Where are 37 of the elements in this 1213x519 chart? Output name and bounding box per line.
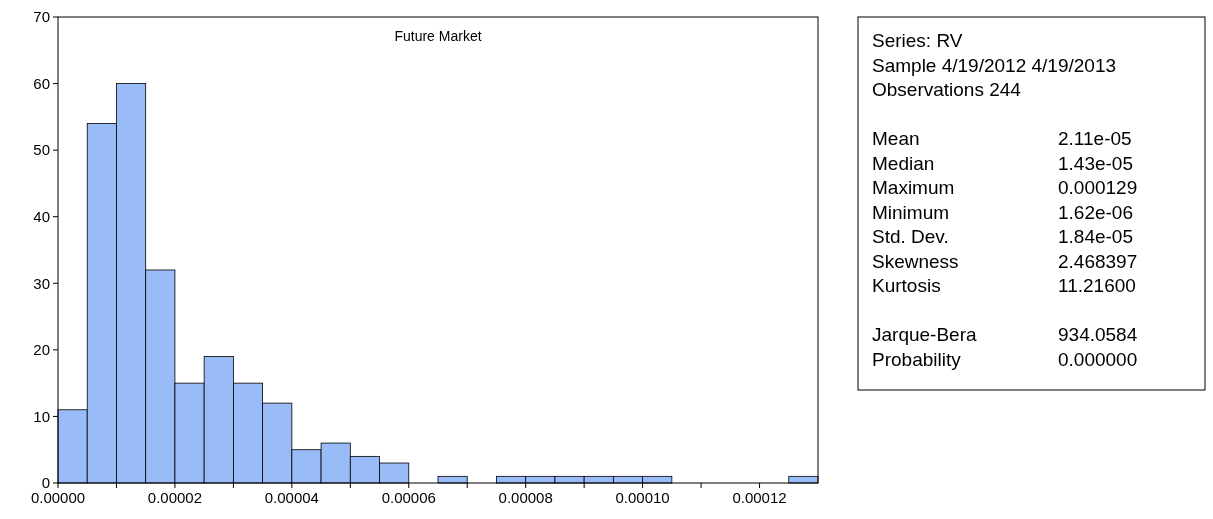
category-label: Kurtosis [872,275,941,296]
category-label: Maximum [872,177,955,198]
text: 934.0584 [1058,324,1138,345]
x-tick-label: 0.00002 [147,489,203,506]
y-tick-label: 40 [33,207,50,225]
category-label: Jarque-Bera [872,324,977,345]
category-label: Median [872,152,935,174]
category-label: Std. Dev. [872,226,949,247]
text: 0.000000 [1058,348,1138,370]
text: Sample 4/19/2012 4/19/2013 [872,54,1117,76]
category-label: Skewness [872,250,959,272]
x-tick-label: 0.00000 [30,489,86,506]
y-tick-label: 30 [33,274,50,292]
text: 1.84e-05 [1058,226,1134,247]
text: 2.11e-05 [1058,128,1132,149]
y-tick-label: 70 [33,8,50,26]
x-tick-label: 0.00010 [615,489,670,506]
category-label: Mean [872,128,920,149]
text: 2.468397 [1058,250,1138,272]
y-tick-label: 50 [33,141,50,159]
category-label: Probability [872,348,962,370]
y-tick-label: 0 [41,474,50,492]
y-tick-label: 10 [33,407,50,425]
x-tick-label: 0.00012 [732,489,787,506]
text: Series: RV [872,30,963,51]
text: Observations 244 [872,79,1022,100]
text: 1.43e-05 [1058,152,1134,174]
text: 11.21600 [1058,275,1136,296]
x-tick-label: 0.00008 [498,489,553,506]
text: 1.62e-06 [1058,201,1134,223]
x-tick-label: 0.00006 [381,489,436,506]
category-label: Minimum [872,201,950,223]
y-tick-label: 60 [33,74,50,92]
text: Future Market [394,28,482,44]
x-tick-label: 0.00004 [264,489,319,506]
y-tick-label: 20 [33,341,50,359]
text: 0.000129 [1058,177,1138,198]
